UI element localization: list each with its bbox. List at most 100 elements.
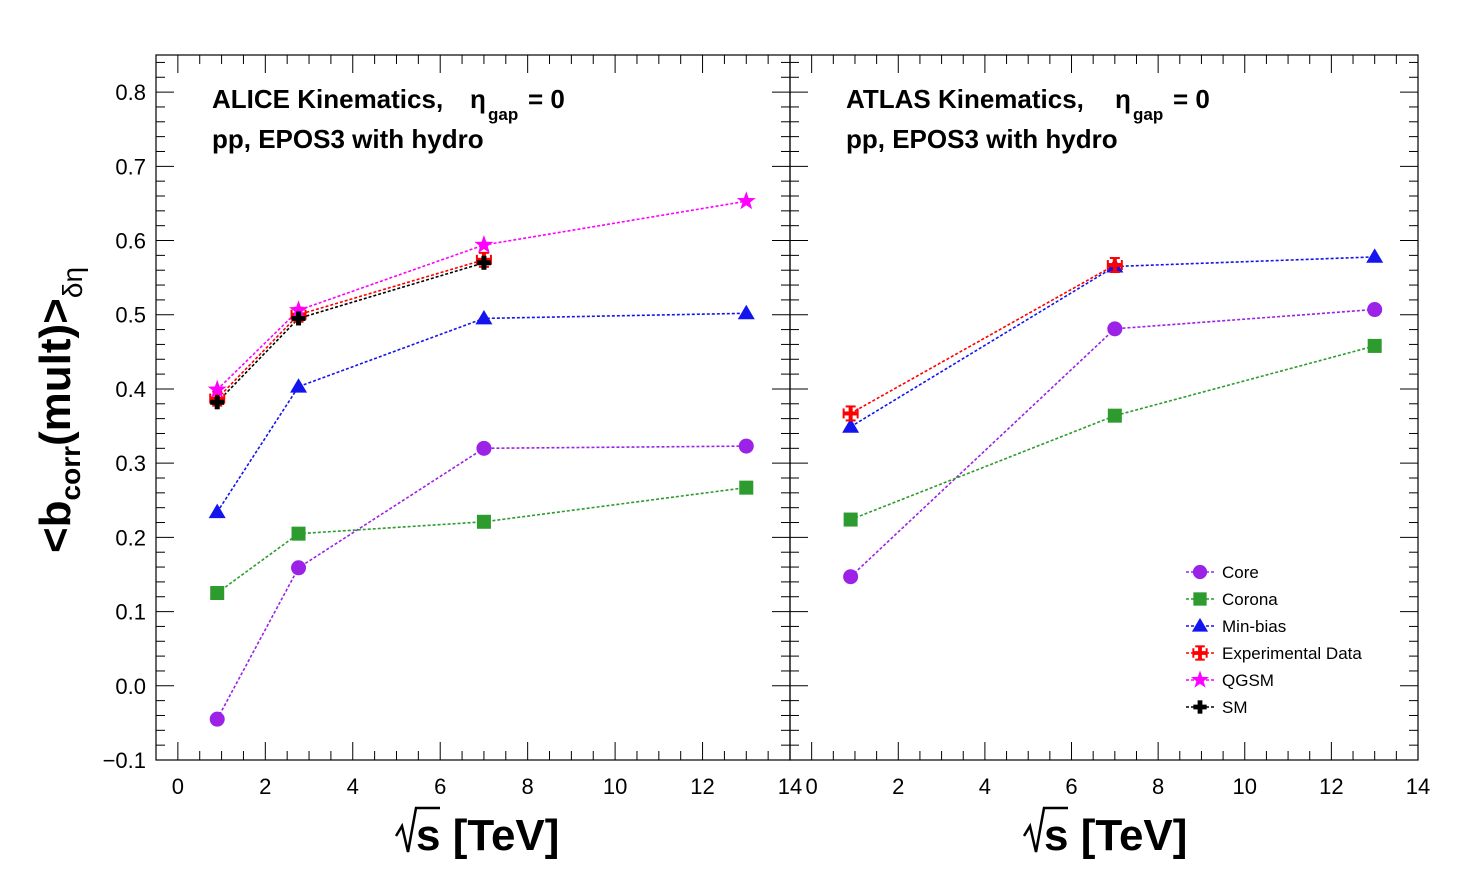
left-sqrt-symbol (394, 806, 440, 853)
left-core-point (738, 438, 754, 454)
left-xlabel: s [TeV] (416, 811, 559, 860)
legend-marker-core (1192, 564, 1208, 580)
y-tick-label: 0.3 (115, 451, 146, 476)
left-panel: 0 2 4 6 8 10 12 14 −0.1 0.0 0.1 0.2 0.3 0.4 0.5 0.6 0.7 0… (103, 54, 802, 799)
legend-label-experimental-data: Experimental Data (1222, 644, 1362, 663)
left-sm-line (216, 262, 485, 403)
left-min-bias-line (216, 312, 747, 513)
right-x-tick-label: 12 (1319, 774, 1343, 799)
left-title-line1: ALICE Kinematics, (212, 84, 443, 114)
left-qgsm-point (736, 191, 756, 210)
left-x-tick-label: 12 (690, 774, 714, 799)
left-corona-line (216, 486, 747, 594)
left-qgsm-point (289, 300, 309, 319)
y-tick-label: 0.8 (115, 80, 146, 105)
left-x-tick-label: 0 (172, 774, 184, 799)
right-x-tick-label: 10 (1233, 774, 1257, 799)
legend-marker-sm (1193, 700, 1207, 714)
y-tick-label: 0.7 (115, 154, 146, 179)
legend-marker-corona (1193, 592, 1207, 606)
left-sm-point (476, 255, 491, 270)
right-core-point (1107, 321, 1123, 337)
left-x-tick-label: 10 (603, 774, 627, 799)
right-x-tick-label: 2 (892, 774, 904, 799)
left-x-tick-label: 6 (434, 774, 446, 799)
right-x-tick-label: 8 (1152, 774, 1164, 799)
left-x-tick-label: 8 (522, 774, 534, 799)
y-tick-label: 0.4 (115, 377, 146, 402)
legend-label-sm: SM (1222, 698, 1248, 717)
right-frame (789, 54, 1419, 761)
left-frame (155, 54, 791, 761)
left-eta-value: = 0 (528, 84, 565, 114)
right-ticks: 0 2 4 6 8 10 12 14 (790, 55, 1430, 799)
right-experimental-data-point (842, 405, 859, 422)
legend-marker-min-bias (1191, 617, 1209, 632)
right-eta-value: = 0 (1173, 84, 1210, 114)
legend-label-corona: Corona (1222, 590, 1278, 609)
legend-marker-experimental-data (1192, 645, 1208, 661)
legend: Core Corona Min-bias Experimental Data QGSM S… (1186, 563, 1362, 717)
left-corona-point (739, 480, 754, 495)
right-x-tick-label: 6 (1065, 774, 1077, 799)
left-eta-subscript: gap (488, 105, 518, 124)
right-corona-line (850, 345, 1375, 521)
ylabel-main: <b (31, 500, 80, 553)
right-sqrt-symbol (1022, 806, 1068, 853)
right-panel: 0 2 4 6 8 10 12 14 ATLAS Kinematics, η gap = 0 … (789, 54, 1430, 799)
legend-label-min-bias: Min-bias (1222, 617, 1286, 636)
right-x-tick-label: 14 (1406, 774, 1430, 799)
ylabel-mid: (mult)> (31, 298, 80, 446)
right-corona-point (1107, 408, 1122, 423)
left-x-tick-label: 4 (347, 774, 359, 799)
right-corona-point (843, 512, 858, 527)
left-min-bias-point (290, 378, 308, 393)
y-tick-label: 0.6 (115, 229, 146, 254)
svg-text:<bcorr(mult)>δη: <bcorr(mult)>δη (31, 267, 88, 553)
left-qgsm-point (207, 379, 227, 398)
left-title-line2: pp, EPOS3 with hydro (212, 124, 484, 154)
y-tick-label: 0.1 (115, 600, 146, 625)
left-eta-symbol: η (470, 84, 486, 114)
left-core-line (216, 445, 747, 720)
right-min-bias-point (842, 418, 860, 433)
right-eta-subscript: gap (1133, 105, 1163, 124)
left-experimental-data-line (216, 259, 485, 400)
left-x-tick-label: 14 (778, 774, 802, 799)
left-x-axis-label: s [TeV] (394, 806, 559, 860)
right-corona-point (1367, 338, 1382, 353)
legend-marker-qgsm (1191, 670, 1209, 688)
y-tick-label: 0.0 (115, 674, 146, 699)
left-ticks: 0 2 4 6 8 10 12 14 −0.1 0.0 0.1 0.2 0.3 0.4 0.5 0.6 0.7 0… (103, 55, 802, 799)
left-corona-point (476, 514, 491, 529)
right-core-point (1367, 302, 1383, 318)
left-corona-point (291, 526, 306, 541)
left-sm-point (291, 311, 306, 326)
ylabel-sub1: corr (55, 446, 86, 501)
right-series-markers (842, 248, 1384, 585)
y-tick-label: −0.1 (103, 748, 146, 773)
left-sm-point (210, 395, 225, 410)
right-experimental-data-point (1106, 257, 1123, 274)
y-tick-label: 0.5 (115, 303, 146, 328)
legend-label-qgsm: QGSM (1222, 671, 1274, 690)
right-xlabel: s [TeV] (1044, 811, 1187, 860)
right-x-tick-label: 4 (979, 774, 991, 799)
legend-label-core: Core (1222, 563, 1259, 582)
right-core-line (850, 308, 1375, 578)
left-min-bias-point (475, 309, 493, 325)
right-eta-symbol: η (1115, 84, 1131, 114)
right-x-tick-label: 0 (806, 774, 818, 799)
left-min-bias-point (737, 304, 755, 320)
right-min-bias-point (1366, 248, 1384, 263)
right-core-point (843, 569, 859, 585)
left-series-markers (207, 191, 756, 727)
left-x-tick-label: 2 (259, 774, 271, 799)
right-min-bias-line (850, 256, 1375, 428)
right-experimental-data-line (850, 264, 1116, 415)
right-x-axis-label: s [TeV] (1022, 806, 1187, 860)
ylabel-sub2: δη (57, 267, 88, 298)
left-qgsm-line (216, 200, 747, 391)
left-corona-point (210, 586, 225, 601)
